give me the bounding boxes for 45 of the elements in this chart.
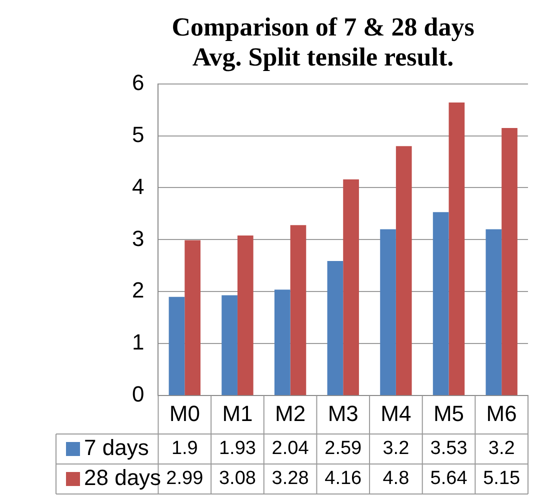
bar xyxy=(274,290,290,396)
data-label: 3.2 xyxy=(382,438,410,460)
data-label: 1.93 xyxy=(218,438,256,460)
data-label: 1.9 xyxy=(171,438,198,460)
y-tick-label: 6 xyxy=(132,70,144,95)
bar xyxy=(380,229,396,396)
data-label: 5.64 xyxy=(430,468,468,490)
y-tick-label: 1 xyxy=(132,330,144,355)
bar xyxy=(502,128,518,396)
x-tick-label: M5 xyxy=(433,400,464,426)
data-label: 5.15 xyxy=(483,468,520,490)
x-tick-label: M2 xyxy=(275,400,306,426)
x-tick-label: M6 xyxy=(486,400,517,426)
bar xyxy=(432,212,449,396)
data-label: 2.04 xyxy=(272,438,310,460)
x-tick-label: M4 xyxy=(380,400,412,426)
bar xyxy=(222,295,238,396)
data-label: 3.2 xyxy=(488,438,515,460)
bar xyxy=(290,225,306,396)
y-tick-label: 3 xyxy=(132,226,144,251)
y-tick-label: 0 xyxy=(132,382,144,407)
bar xyxy=(168,296,185,396)
data-label: 3.08 xyxy=(218,468,256,490)
y-tick-label: 2 xyxy=(132,278,144,303)
chart-title: Comparison of 7 & 28 days Avg. Split tensile result. xyxy=(172,12,474,72)
bar xyxy=(396,146,412,396)
bar xyxy=(184,240,200,396)
x-tick-label: M0 xyxy=(169,400,200,426)
bar xyxy=(327,261,344,396)
data-label: 2.99 xyxy=(166,468,204,490)
y-tick-label: 5 xyxy=(132,122,144,147)
bar xyxy=(486,229,502,396)
legend-label: 7 days xyxy=(84,435,149,460)
data-label: 4.16 xyxy=(324,468,362,490)
x-tick-label: M1 xyxy=(222,400,253,426)
data-label: 3.53 xyxy=(430,438,468,460)
y-tick-label: 4 xyxy=(132,174,144,199)
data-label: 4.8 xyxy=(382,468,410,490)
data-label: 3.28 xyxy=(272,468,309,490)
bar xyxy=(343,179,359,396)
legend-label: 28 days xyxy=(84,465,162,490)
bar xyxy=(448,102,465,396)
bar xyxy=(237,236,254,396)
x-tick-label: M3 xyxy=(328,400,358,426)
data-label: 2.59 xyxy=(324,438,362,460)
